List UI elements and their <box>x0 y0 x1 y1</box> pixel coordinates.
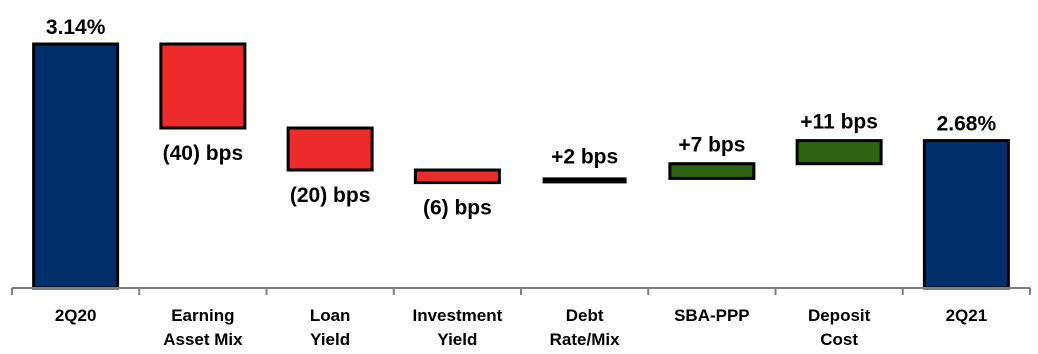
category-label-5-0: SBA-PPP <box>674 306 750 325</box>
x-axis-ticks <box>11 288 1031 295</box>
category-labels: 2Q20 Earning Asset Mix Loan Yield Investment Y… <box>55 306 987 349</box>
bar-total-7 <box>922 139 1010 290</box>
category-label-4-0: Debt <box>566 306 604 325</box>
category-label-6-1: Cost <box>820 330 858 349</box>
category-label-1-1: Asset Mix <box>163 330 243 349</box>
category-label-0-0: 2Q20 <box>55 306 97 325</box>
bar-decrease-1 <box>159 42 247 130</box>
value-label-1: (40) bps <box>163 142 244 165</box>
category-label-4-1: Rate/Mix <box>550 330 620 349</box>
category-label-2-0: Loan <box>310 306 351 325</box>
bar-neutral-4 <box>542 177 627 184</box>
value-label-7: 2.68% <box>937 113 997 136</box>
value-label-0: 3.14% <box>46 16 106 39</box>
bar-decrease-2 <box>286 126 374 172</box>
category-label-3-0: Investment <box>413 306 503 325</box>
bar-total-0 <box>32 42 120 290</box>
category-label-7-0: 2Q21 <box>946 306 988 325</box>
value-label-5: +7 bps <box>678 134 745 157</box>
bar-increase-5 <box>668 162 756 180</box>
value-label-6: +11 bps <box>800 111 878 134</box>
category-label-1-0: Earning <box>171 306 234 325</box>
bar-decrease-3 <box>413 168 501 185</box>
value-label-4: +2 bps <box>551 145 618 168</box>
value-label-2: (20) bps <box>290 184 371 207</box>
value-label-3: (6) bps <box>423 197 492 220</box>
category-label-3-1: Yield <box>437 330 477 349</box>
value-labels: 3.14% (40) bps (20) bps (6) bps +2 bps +7 bps… <box>46 16 997 220</box>
category-label-2-1: Yield <box>310 330 350 349</box>
bars-layer <box>32 42 1010 290</box>
category-label-6-0: Deposit <box>808 306 871 325</box>
bar-increase-6 <box>795 139 883 166</box>
